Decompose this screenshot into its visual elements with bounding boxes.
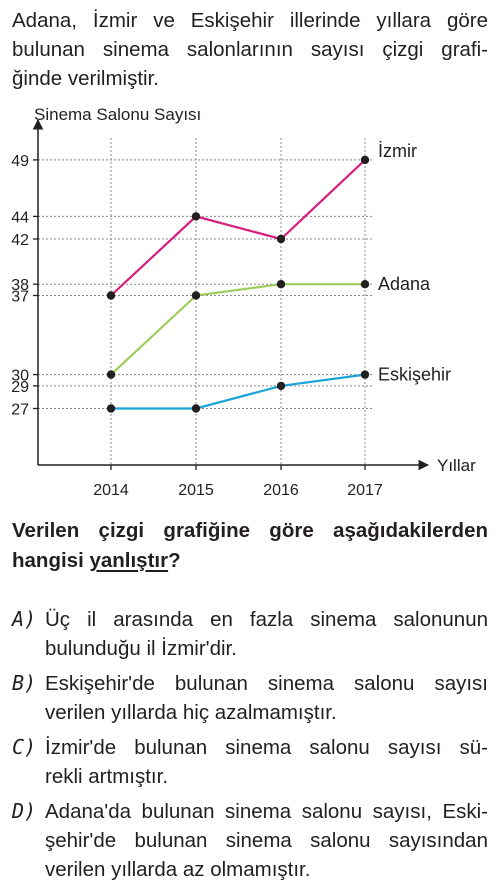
- series-line-2: [111, 373, 366, 410]
- data-point-0-1: [191, 212, 201, 221]
- y-tick-label-2: 30: [11, 368, 29, 385]
- option-line: verilen yıllarda hiç azalmamıştır.: [45, 701, 337, 724]
- series-line-1: [110, 283, 365, 376]
- option-text: Eskişehir'de bulunan sinema salonu sayıs…: [45, 669, 488, 727]
- data-point-1-3: [360, 280, 370, 289]
- intro-text: Adana, İzmir ve Eskişehir illerinde yıll…: [12, 6, 488, 93]
- series-line-0: [110, 159, 366, 297]
- option-line: bulunduğu il İzmir'dir.: [45, 637, 237, 660]
- series-group: [106, 155, 370, 413]
- option-letter: B): [12, 671, 37, 695]
- x-tick-label-2017: 2017: [347, 482, 383, 499]
- series-label-1: Adana: [378, 274, 431, 294]
- intro-line-3: ğinde verilmiştir.: [12, 67, 159, 90]
- x-tick-label-2014: 2014: [93, 482, 129, 499]
- data-point-1-2: [276, 280, 286, 289]
- option-c[interactable]: C) İzmir'de bulunan sinema salonu sayısı…: [12, 733, 488, 791]
- option-line: verilen yıllarda az olmamıştır.: [45, 858, 311, 881]
- data-point-0-2: [276, 234, 286, 244]
- intro-line-2: bulunan sinema salonlarının sayısı çizgi…: [12, 38, 488, 61]
- option-line: şehir'de bulunan sinema salonu sayısında…: [45, 829, 488, 852]
- data-point-2-0: [106, 404, 116, 413]
- question-text: Verilen çizgi grafiğine göre aşağıdakile…: [12, 516, 488, 576]
- option-text: İzmir'de bulunan sinema salonu sayısı sü…: [45, 733, 488, 791]
- y-tick-label-7: 49: [11, 153, 29, 170]
- series-labels: İzmir Adana Eskişehir: [378, 141, 451, 385]
- x-tick-label-2015: 2015: [178, 482, 214, 499]
- question-underlined: yanlıştır: [89, 549, 169, 572]
- data-point-0-0: [106, 291, 116, 300]
- option-line: rekli artmıştır.: [45, 765, 169, 788]
- data-point-0-3: [360, 155, 370, 165]
- grid-lines: [33, 138, 372, 470]
- option-text: Adana'da bulunan sinema salonu sayısı, E…: [45, 797, 488, 884]
- y-axis-label: Sinema Salonu Sayısı: [34, 105, 201, 124]
- data-point-1-0: [106, 370, 116, 379]
- y-tick-label-4: 38: [11, 277, 29, 294]
- option-d[interactable]: D) Adana'da bulunan sinema salonu sayısı…: [12, 797, 488, 884]
- option-letter: C): [12, 735, 37, 759]
- x-tick-labels: 2014 2015 2016 2017: [93, 482, 383, 499]
- y-tick-label-5: 42: [11, 232, 29, 249]
- y-tick-label-1: 29: [11, 379, 29, 396]
- series-label-2: Eskişehir: [378, 365, 451, 385]
- option-letter: D): [12, 799, 37, 823]
- option-a[interactable]: A) Üç il arasında en fazla sinema salonu…: [12, 605, 488, 663]
- y-tick-label-0: 27: [11, 402, 29, 419]
- question-line-2: hangisi yanlıştır?: [12, 546, 488, 576]
- option-line: İzmir'de bulunan sinema salonu sayısı sü…: [45, 736, 488, 759]
- option-line: Adana'da bulunan sinema salonu sayısı, E…: [45, 800, 488, 823]
- option-text: Üç il arasında en fazla sinema salonunun…: [45, 605, 488, 663]
- question-suffix: ?: [168, 549, 181, 572]
- option-line: Üç il arasında en fazla sinema salonunun: [45, 608, 488, 631]
- series-label-0: İzmir: [378, 141, 417, 161]
- question-prefix: hangisi: [12, 549, 90, 572]
- answer-options: A) Üç il arasında en fazla sinema salonu…: [12, 605, 488, 890]
- y-tick-label-6: 44: [11, 209, 29, 226]
- data-point-2-3: [360, 370, 370, 379]
- intro-line-1: Adana, İzmir ve Eskişehir illerinde yıll…: [12, 9, 488, 32]
- option-b[interactable]: B) Eskişehir'de bulunan sinema salonu sa…: [12, 669, 488, 727]
- data-point-2-1: [191, 404, 201, 413]
- option-letter: A): [12, 607, 37, 631]
- data-point-1-1: [191, 291, 201, 300]
- question-line-1: Verilen çizgi grafiğine göre aşağıdakile…: [12, 519, 488, 542]
- y-tick-label-3: 37: [11, 289, 29, 306]
- x-tick-label-2016: 2016: [263, 482, 299, 499]
- option-line: Eskişehir'de bulunan sinema salonu sayıs…: [45, 672, 488, 695]
- x-axis-label: Yıllar: [437, 456, 476, 475]
- data-point-2-2: [276, 381, 286, 391]
